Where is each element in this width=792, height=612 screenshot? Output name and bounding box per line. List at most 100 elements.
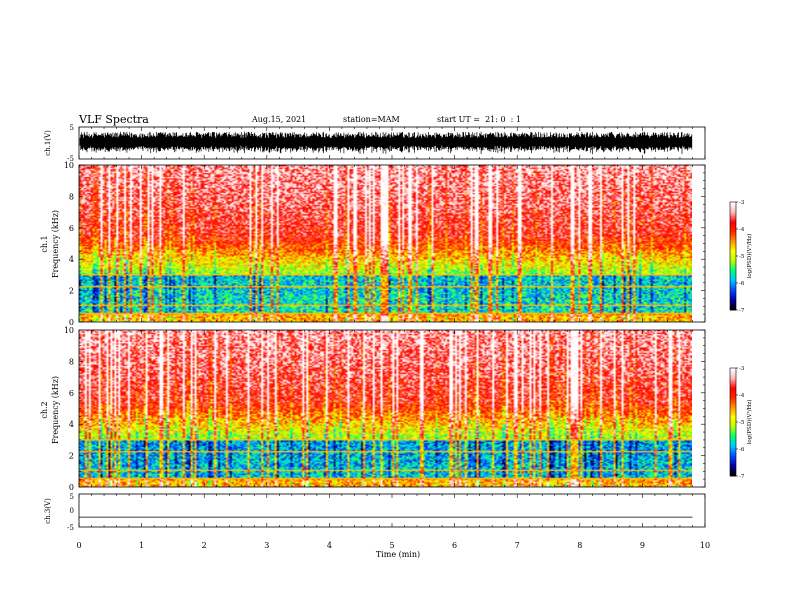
colorbar-cell — [730, 372, 736, 375]
colorbar-tick-label: -6 — [739, 447, 745, 453]
colorbar-tick-label: -5 — [739, 254, 745, 260]
time-tick-label: 7 — [515, 541, 520, 550]
ch1-waveform-trace — [79, 131, 693, 155]
colorbar-cell — [730, 388, 736, 391]
colorbar-cell — [730, 438, 736, 441]
colorbar-cell — [730, 384, 736, 387]
colorbar-cell — [730, 270, 736, 273]
ch1-ytick-max: 5 — [70, 124, 74, 132]
colorbar-cell — [730, 260, 736, 263]
colorbar-cell — [730, 404, 736, 407]
colorbar-cell — [730, 306, 736, 309]
colorbar-cell — [730, 394, 736, 397]
frequency-tick-label: 6 — [69, 224, 74, 233]
time-tick-label: 4 — [327, 541, 332, 550]
ch2-colorbar: -3 -4 -5 -6 -7 log(PSD)(V²/Hz) — [729, 366, 753, 480]
colorbar-cell — [730, 238, 736, 241]
spectrogram-image — [79, 330, 692, 487]
colorbar-cell — [730, 236, 736, 239]
colorbar-cell — [730, 396, 736, 399]
frequency-tick-label: 2 — [69, 287, 74, 296]
colorbar-cell — [730, 202, 736, 205]
ch3-ytick-min: -5 — [67, 524, 74, 532]
colorbar-cell — [730, 392, 736, 395]
colorbar-cell — [730, 284, 736, 287]
colorbar-cell — [730, 286, 736, 289]
colorbar-cell — [730, 368, 736, 371]
ch1-waveform-path — [79, 131, 693, 155]
colorbar-cell — [730, 222, 736, 225]
colorbar-cell — [730, 256, 736, 259]
frequency-tick-label: 8 — [69, 192, 74, 201]
colorbar-cell — [730, 376, 736, 379]
colorbar-cell — [730, 412, 736, 415]
colorbar-cell — [730, 212, 736, 215]
colorbar-cell — [730, 402, 736, 405]
ch1-waveform-panel: 5 -5 ch.1(V) — [44, 124, 706, 163]
colorbar-tick-label: -3 — [739, 366, 745, 372]
colorbar-cell — [730, 382, 736, 385]
ch1-waveform-ylabel: ch.1(V) — [44, 130, 52, 156]
colorbar-cell — [730, 378, 736, 381]
colorbar-cell — [730, 468, 736, 471]
colorbar-cell — [730, 242, 736, 245]
ch1-ytick-min: -5 — [67, 155, 74, 163]
ch1-spectrogram-panel: 0 2 4 6 8 10 ch.1 Frequency (kHz) — [40, 161, 706, 327]
colorbar-cell — [730, 234, 736, 237]
time-tick-label: 6 — [452, 541, 457, 550]
colorbar-cell — [730, 220, 736, 223]
frequency-tick-label: 8 — [69, 357, 74, 366]
colorbar-cell — [730, 276, 736, 279]
colorbar-cell — [730, 464, 736, 467]
figure-title: VLF Spectra — [78, 113, 149, 126]
ch2-colorbar-gradient — [730, 368, 736, 477]
colorbar-cell — [730, 414, 736, 417]
colorbar-cell — [730, 208, 736, 211]
colorbar-cell — [730, 386, 736, 389]
colorbar-cell — [730, 248, 736, 251]
colorbar-cell — [730, 424, 736, 427]
colorbar-cell — [730, 460, 736, 463]
frequency-tick-label: 4 — [69, 255, 74, 264]
ch3-waveform-ylabel: ch.3(V) — [44, 498, 52, 524]
ch1-spectrogram-yticks: 0 2 4 6 8 10 — [64, 161, 705, 327]
colorbar-tick-label: -4 — [739, 393, 745, 399]
time-tick-label: 5 — [389, 541, 394, 550]
colorbar-cell — [730, 272, 736, 275]
colorbar-cell — [730, 216, 736, 219]
colorbar-cell — [730, 204, 736, 207]
colorbar-cell — [730, 210, 736, 213]
colorbar-cell — [730, 456, 736, 459]
time-tick-label: 0 — [76, 541, 81, 550]
colorbar-cell — [730, 390, 736, 393]
ch2-colorbar-ticks: -3 -4 -5 -6 -7 — [736, 366, 745, 480]
colorbar-cell — [730, 466, 736, 469]
colorbar-cell — [730, 450, 736, 453]
colorbar-cell — [730, 218, 736, 221]
colorbar-cell — [730, 452, 736, 455]
colorbar-tick-label: -3 — [739, 200, 745, 206]
start-ut-label: start UT = 21: 0 : 1 — [437, 115, 521, 124]
colorbar-cell — [730, 374, 736, 377]
colorbar-cell — [730, 298, 736, 301]
time-tick-label: 3 — [264, 541, 269, 550]
colorbar-tick-label: -5 — [739, 420, 745, 426]
colorbar-cell — [730, 370, 736, 373]
colorbar-cell — [730, 282, 736, 285]
frequency-tick-label: 10 — [64, 326, 74, 335]
time-tick-label: 9 — [640, 541, 645, 550]
colorbar-cell — [730, 398, 736, 401]
ch2-frequency-ylabel: Frequency (kHz) — [51, 376, 60, 444]
colorbar-cell — [730, 472, 736, 475]
colorbar-tick-label: -6 — [739, 281, 745, 287]
colorbar-cell — [730, 252, 736, 255]
ch3-waveform-frame — [78, 493, 706, 528]
colorbar-cell — [730, 408, 736, 411]
time-tick-label: 8 — [577, 541, 582, 550]
ch3-ytick-max: 5 — [70, 493, 74, 501]
colorbar-tick-label: -7 — [739, 474, 745, 480]
ch3-ytick-zero: 0 — [70, 507, 74, 515]
time-tick-label: 2 — [202, 541, 207, 550]
colorbar-cell — [730, 434, 736, 437]
